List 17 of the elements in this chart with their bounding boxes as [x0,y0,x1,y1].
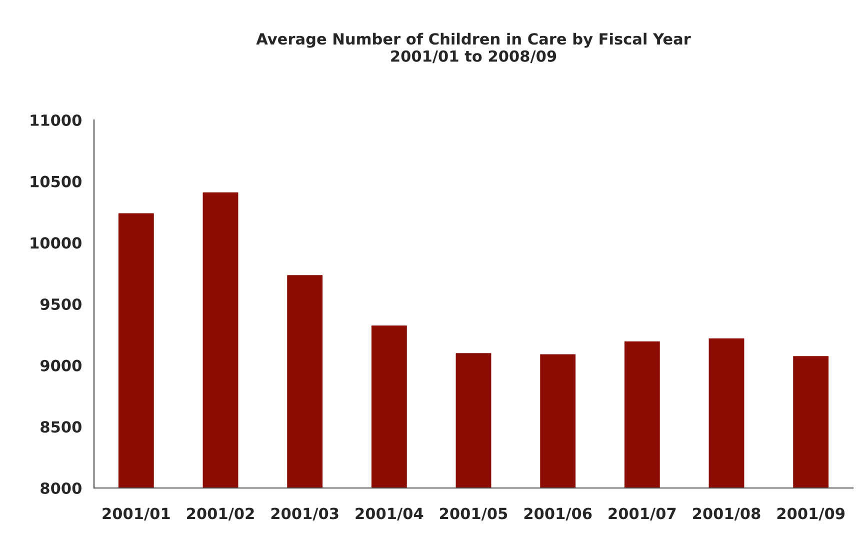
y-tick-label: 8500 [40,421,82,433]
x-tick-label: 2001/04 [356,508,424,520]
x-tick-label: 2001/05 [440,508,508,520]
x-tick-label: 2001/02 [187,508,254,520]
x-tick-label: 2001/09 [777,508,845,520]
y-tick-label: 8000 [40,482,82,494]
y-tick-label: 9500 [40,298,82,310]
x-tick-label: 2001/08 [693,508,760,520]
x-tick-label: 2001/03 [271,508,338,520]
y-tick-label: 10000 [30,237,82,249]
chart-title: Average Number of Children in Care by Fiscal Year 2001/01 to 2008/09 [256,32,691,64]
y-tick-label: 9000 [40,360,82,372]
y-tick-label: 10500 [30,176,82,188]
x-tick-label: 2001/07 [608,508,676,520]
x-tick-label: 2001/06 [524,508,592,520]
x-tick-label: 2001/01 [102,508,170,520]
y-tick-label: 11000 [30,114,82,126]
